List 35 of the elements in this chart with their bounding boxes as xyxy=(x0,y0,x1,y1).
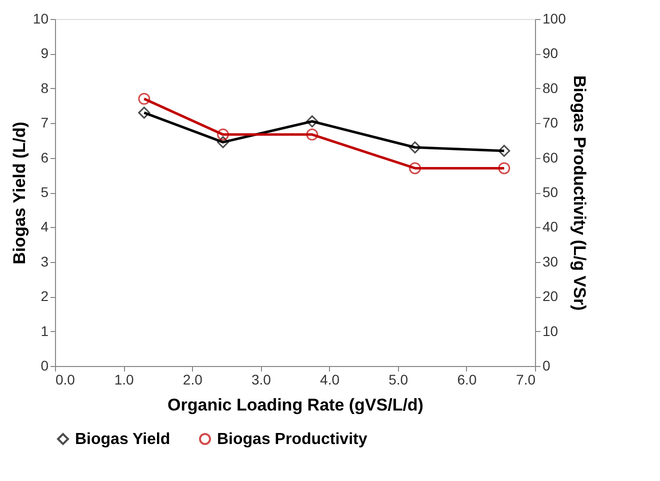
y-tick-label: 3 xyxy=(40,253,49,270)
y2-tick-label: 0 xyxy=(542,358,550,374)
x-tick-label: 4.0 xyxy=(320,372,340,388)
y-tick-label: 2 xyxy=(40,288,49,304)
x-tick-label: 6.0 xyxy=(457,372,477,388)
y2-tick-label: 40 xyxy=(542,218,558,235)
y2-tick-label: 70 xyxy=(542,114,558,131)
y2-tick-label: 30 xyxy=(542,253,558,270)
y2-tick-label: 60 xyxy=(542,149,558,166)
y-tick-label: 8 xyxy=(40,80,49,96)
x-tick-label: 3.0 xyxy=(251,372,272,388)
legend-label: Biogas Yield xyxy=(75,431,170,448)
x-axis-title: Organic Loading Rate (gVS/L/d) xyxy=(168,396,424,414)
x-tick-label: 1.0 xyxy=(114,372,134,388)
y-tick-label: 9 xyxy=(40,45,49,62)
x-tick-label: 7.0 xyxy=(516,372,536,388)
x-tick-label: 0.0 xyxy=(56,372,76,388)
x-tick-label: 2.0 xyxy=(182,372,203,388)
y2-tick-label: 50 xyxy=(542,184,558,200)
y2-tick-label: 20 xyxy=(542,288,558,304)
y2-axis-title: Biogas Productivity (L/g VSr) xyxy=(570,75,589,311)
y-tick-label: 10 xyxy=(32,10,49,26)
x-tick-label: 5.0 xyxy=(388,372,408,388)
y-axis-title: Biogas Yield (L/d) xyxy=(10,122,29,264)
y-tick-label: 0 xyxy=(40,358,49,374)
y2-tick-label: 10 xyxy=(542,322,558,339)
y-tick-label: 1 xyxy=(40,322,49,339)
y2-tick-label: 90 xyxy=(542,45,558,62)
y-tick-label: 7 xyxy=(40,114,49,131)
y-tick-label: 5 xyxy=(40,184,49,200)
y2-tick-label: 80 xyxy=(542,80,558,96)
y-tick-label: 6 xyxy=(40,149,49,166)
y-tick-label: 4 xyxy=(40,218,49,235)
y2-tick-label: 100 xyxy=(542,10,566,26)
legend-label: Biogas Productivity xyxy=(217,431,368,448)
